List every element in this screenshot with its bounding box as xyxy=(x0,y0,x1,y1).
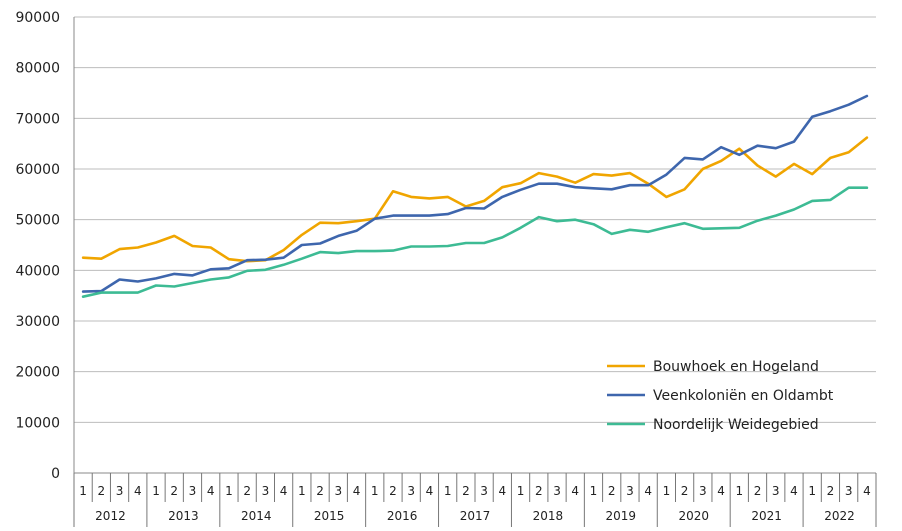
quarter-label: 1 xyxy=(663,484,671,498)
quarter-label: 4 xyxy=(717,484,725,498)
year-label: 2012 xyxy=(95,509,126,523)
quarter-label: 1 xyxy=(735,484,743,498)
y-tick-label: 20000 xyxy=(15,365,60,381)
quarter-label: 4 xyxy=(499,484,507,498)
quarter-label: 3 xyxy=(262,484,270,498)
legend-label: Veenkoloniën en Oldambt xyxy=(653,388,834,404)
year-label: 2018 xyxy=(533,509,564,523)
quarter-label: 2 xyxy=(243,484,251,498)
year-label: 2014 xyxy=(241,509,272,523)
year-label: 2015 xyxy=(314,509,345,523)
y-tick-label: 70000 xyxy=(15,111,60,127)
quarter-label: 2 xyxy=(170,484,178,498)
quarter-label: 2 xyxy=(462,484,470,498)
quarter-label: 1 xyxy=(298,484,306,498)
quarter-label: 3 xyxy=(189,484,197,498)
y-tick-label: 60000 xyxy=(15,162,60,178)
series-line-1 xyxy=(81,136,869,263)
quarter-label: 4 xyxy=(353,484,361,498)
quarter-label: 3 xyxy=(116,484,124,498)
series-lines xyxy=(81,94,869,299)
quarter-label: 4 xyxy=(134,484,142,498)
quarter-label: 2 xyxy=(535,484,543,498)
quarter-label: 3 xyxy=(334,484,342,498)
quarter-label: 4 xyxy=(644,484,652,498)
quarter-label: 2 xyxy=(389,484,397,498)
quarter-label: 1 xyxy=(808,484,816,498)
series-line-2 xyxy=(81,94,869,293)
y-tick-label: 0 xyxy=(51,466,60,482)
year-label: 2022 xyxy=(824,509,855,523)
quarter-label: 2 xyxy=(98,484,106,498)
quarter-label: 4 xyxy=(863,484,871,498)
year-label: 2013 xyxy=(168,509,199,523)
quarter-label: 4 xyxy=(426,484,434,498)
quarter-label: 4 xyxy=(790,484,798,498)
quarter-label: 2 xyxy=(681,484,689,498)
quarter-label: 1 xyxy=(79,484,87,498)
quarter-label: 3 xyxy=(626,484,634,498)
year-label: 2019 xyxy=(606,509,637,523)
quarter-label: 4 xyxy=(571,484,579,498)
quarter-label: 1 xyxy=(225,484,233,498)
quarter-label: 1 xyxy=(371,484,379,498)
quarter-label: 3 xyxy=(699,484,707,498)
y-tick-label: 90000 xyxy=(15,10,60,26)
quarter-label: 1 xyxy=(444,484,452,498)
legend-label: Bouwhoek en Hogeland xyxy=(653,359,819,375)
y-tick-label: 40000 xyxy=(15,263,60,279)
year-label: 2020 xyxy=(678,509,709,523)
quarter-label: 4 xyxy=(207,484,215,498)
y-tick-label: 30000 xyxy=(15,314,60,330)
year-label: 2016 xyxy=(387,509,418,523)
quarter-label: 3 xyxy=(845,484,853,498)
series-line-3 xyxy=(81,186,869,299)
y-tick-label: 10000 xyxy=(15,415,60,431)
year-label: 2021 xyxy=(751,509,782,523)
quarter-label: 1 xyxy=(517,484,525,498)
quarter-label: 3 xyxy=(772,484,780,498)
quarter-label: 3 xyxy=(480,484,488,498)
legend: Bouwhoek en Hogeland Veenkoloniën en Olda… xyxy=(607,359,834,433)
quarter-label: 2 xyxy=(608,484,616,498)
y-tick-label: 50000 xyxy=(15,213,60,229)
quarter-label: 3 xyxy=(553,484,561,498)
quarter-label: 1 xyxy=(590,484,598,498)
quarter-label: 2 xyxy=(827,484,835,498)
quarter-label: 2 xyxy=(316,484,324,498)
year-label: 2017 xyxy=(460,509,491,523)
y-tick-label: 80000 xyxy=(15,61,60,77)
quarter-label: 4 xyxy=(280,484,288,498)
legend-label: Noordelijk Weidegebied xyxy=(653,417,819,433)
quarter-label: 1 xyxy=(152,484,160,498)
quarter-label: 3 xyxy=(407,484,415,498)
y-axis: 0 10000 20000 30000 40000 50000 60000 70000 8000… xyxy=(15,10,75,482)
quarter-label: 2 xyxy=(754,484,762,498)
